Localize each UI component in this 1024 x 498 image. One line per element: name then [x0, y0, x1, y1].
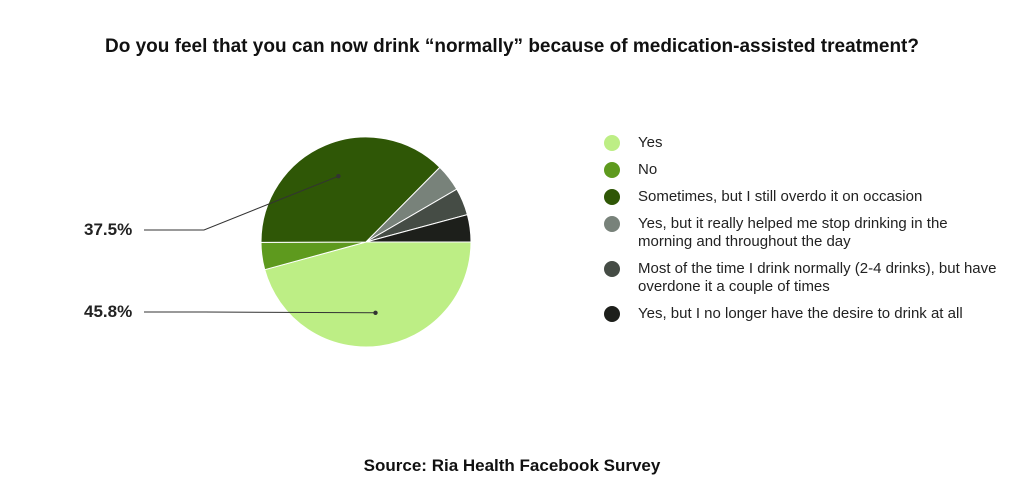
legend-item-sometimes: Sometimes, but I still overdo it on occa… — [604, 188, 1004, 206]
source-note: Source: Ria Health Facebook Survey — [363, 456, 661, 475]
chart-title: Do you feel that you can now drink “norm… — [104, 36, 919, 57]
callout-label-yes: 45.8% — [84, 302, 133, 321]
callout-label-sometimes: 37.5% — [84, 220, 133, 239]
callout-leader-line — [144, 311, 376, 314]
legend-swatch — [604, 135, 620, 151]
legend-label: Yes — [638, 134, 663, 151]
legend-label: No — [638, 161, 658, 178]
pie-slice-2 — [260, 136, 441, 243]
legend-swatch — [604, 189, 620, 205]
legend-label: Yes, but it really helped me stop drinki… — [638, 215, 948, 250]
callout-leader-dot — [336, 173, 341, 179]
legend-item-mostly-normal: Most of the time I drink normally (2-4 d… — [604, 260, 1004, 296]
legend-swatch — [604, 306, 620, 322]
callout-leader-line — [144, 175, 339, 231]
callout-leader-dot — [373, 310, 378, 315]
legend-swatch — [604, 162, 620, 178]
legend-item-no: No — [604, 161, 1004, 179]
pie-slice-5 — [365, 214, 472, 243]
legend-item-yes-morning: Yes, but it really helped me stop drinki… — [604, 215, 1004, 251]
pie-slice-0 — [264, 241, 472, 348]
legend-swatch — [604, 216, 620, 232]
legend-label: Yes, but I no longer have the desire to … — [638, 305, 963, 322]
legend-item-no-desire: Yes, but I no longer have the desire to … — [604, 305, 1004, 323]
legend-item-yes: Yes — [604, 134, 1004, 152]
legend-label: Most of the time I drink normally (2-4 d… — [638, 260, 997, 295]
legend-label: Sometimes, but I still overdo it on occa… — [638, 188, 923, 205]
legend: Yes No Sometimes, but I still overdo it … — [604, 134, 1004, 323]
legend-swatch — [604, 261, 620, 277]
